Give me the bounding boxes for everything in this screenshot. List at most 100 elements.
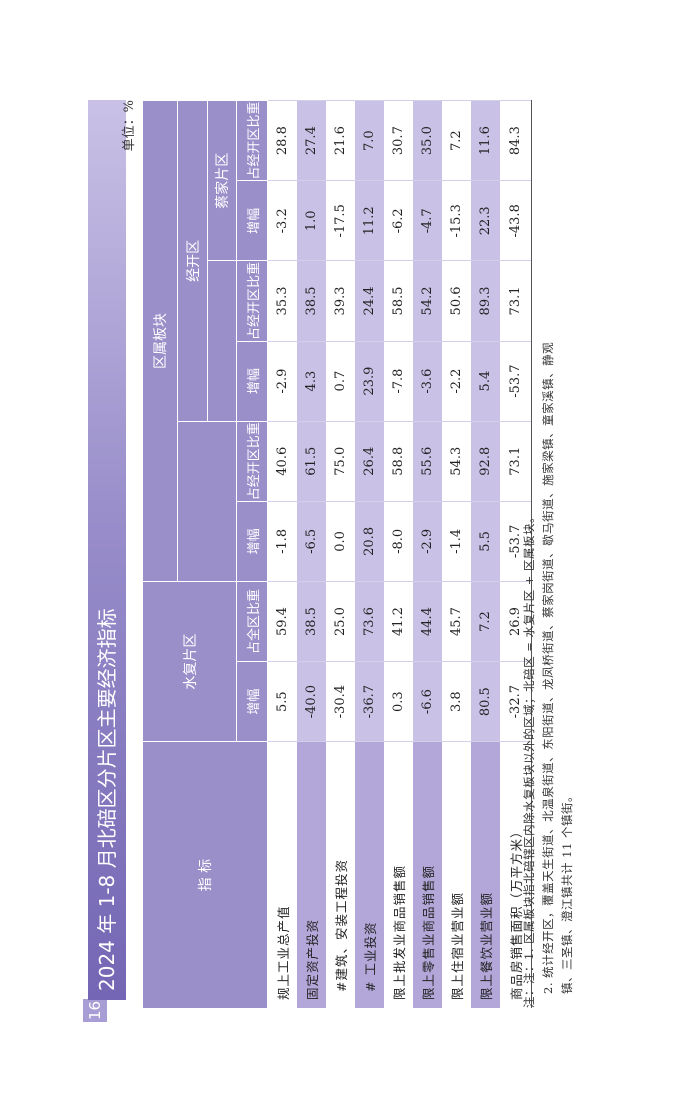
footnotes: 注：注：1. 区属板块指北碚辖区内除水复板块以外的区域；北碚区 = 水复片区 +…: [520, 100, 577, 1008]
table-cell: 27.4: [297, 100, 326, 181]
table-cell: -36.7: [355, 661, 384, 742]
table-cell: 7.2: [442, 100, 471, 181]
table-cell: 25.0: [326, 581, 355, 662]
table-cell: 30.7: [384, 100, 413, 181]
header-growth: 增幅: [236, 341, 268, 422]
table-cell: 0.7: [326, 341, 355, 422]
table-cell: 0.0: [326, 501, 355, 582]
table-cell: 38.5: [297, 581, 326, 662]
table-row: #建筑、安装工程投资 -30.4 25.0 0.0 75.0 0.7 39.3 …: [326, 100, 355, 1008]
table-cell: 38.5: [297, 260, 326, 342]
row-label: 限上批发业商品销售额: [384, 741, 413, 1008]
header-qushu: 区属板块: [143, 100, 178, 582]
table-row: 限上零售业商品销售额 -6.6 44.4 -2.9 55.6 -3.6 54.2…: [413, 100, 442, 1008]
header-growth: 增幅: [236, 180, 268, 261]
table-cell: -30.4: [326, 661, 355, 742]
table-cell: -4.7: [413, 180, 442, 261]
table-cell: -1.4: [442, 501, 471, 582]
table-cell: 24.4: [355, 260, 384, 342]
table-cell: 1.0: [297, 180, 326, 261]
footnote-2: 2. 统计经开区，覆盖天生街道、北温泉街道、东阳街道、龙凤桥街道、蔡家岗街道、歇…: [541, 341, 555, 994]
table-cell: -3.2: [267, 180, 297, 261]
table-cell: 50.6: [442, 260, 471, 342]
table-cell: 39.3: [326, 260, 355, 342]
footnote-2-cont: 镇、三圣镇、澄江镇共计 11 个镇街。: [560, 790, 574, 994]
table-cell: 11.6: [471, 100, 500, 181]
table-cell: -40.0: [297, 661, 326, 742]
indicator-table: 指 标 水复片区 区属板块 经开区 蔡家片区 增幅 占全区比重 增幅 占经开区比…: [143, 100, 532, 1008]
table-cell: 28.8: [267, 100, 297, 181]
table-cell: 22.3: [471, 180, 500, 261]
header-jingkai-spacer: [207, 260, 237, 422]
header-indicator: 指 标: [143, 741, 268, 1008]
header-growth: 增幅: [236, 501, 268, 582]
table-cell: 41.2: [384, 581, 413, 662]
table-row: 固定资产投资 -40.0 38.5 -6.5 61.5 4.3 38.5 1.0…: [297, 100, 326, 1008]
table-cell: 54.2: [413, 260, 442, 342]
table-cell: 3.8: [442, 661, 471, 742]
row-label: 固定资产投资: [297, 741, 326, 1008]
table-cell: -2.9: [413, 501, 442, 582]
table-cell: 21.6: [326, 100, 355, 181]
table-cell: -6.6: [413, 661, 442, 742]
page-title: 2024 年 1-8 月北碚区分片区主要经济指标: [88, 100, 126, 1000]
row-label: 限上餐饮业营业额: [471, 741, 500, 1008]
table-row: 规上工业总产值 5.5 59.4 -1.8 40.6 -2.9 35.3 -3.…: [267, 100, 297, 1008]
header-growth: 增幅: [236, 661, 268, 742]
table-cell: 59.4: [267, 581, 297, 662]
header-share-zone: 占经开区比重: [236, 100, 268, 181]
table-row: 限上餐饮业营业额 80.5 7.2 5.5 92.8 5.4 89.3 22.3…: [471, 100, 500, 1008]
table-cell: 11.2: [355, 180, 384, 261]
table-cell: 0.3: [384, 661, 413, 742]
table-cell: 5.5: [471, 501, 500, 582]
table-cell: 4.3: [297, 341, 326, 422]
table-cell: 80.5: [471, 661, 500, 742]
table-cell: 7.0: [355, 100, 384, 181]
page-number: 16: [83, 999, 107, 1022]
table-row: 限上批发业商品销售额 0.3 41.2 -8.0 58.8 -7.8 58.5 …: [384, 100, 413, 1008]
table-cell: 92.8: [471, 421, 500, 502]
table-cell: 55.6: [413, 421, 442, 502]
header-qushu-spacer: [177, 421, 237, 582]
table-cell: 54.3: [442, 421, 471, 502]
table-cell: -2.9: [267, 341, 297, 422]
table-cell: 35.3: [267, 260, 297, 342]
row-label: 规上工业总产值: [267, 741, 297, 1008]
table-cell: -7.8: [384, 341, 413, 422]
table-cell: 58.8: [384, 421, 413, 502]
table-cell: -1.8: [267, 501, 297, 582]
table-cell: 35.0: [413, 100, 442, 181]
table-cell: -6.5: [297, 501, 326, 582]
table-cell: 5.5: [267, 661, 297, 742]
row-label: #建筑、安装工程投资: [326, 741, 355, 1008]
header-share-district: 占全区比重: [236, 581, 268, 662]
table-cell: -6.2: [384, 180, 413, 261]
table-cell: 45.7: [442, 581, 471, 662]
table-cell: 40.6: [267, 421, 297, 502]
table-cell: 20.8: [355, 501, 384, 582]
header-share-zone: 占经开区比重: [236, 260, 268, 342]
table-cell: 58.5: [384, 260, 413, 342]
header-jingkai: 经开区: [177, 100, 208, 422]
table-cell: -17.5: [326, 180, 355, 261]
table-cell: 5.4: [471, 341, 500, 422]
header-caijia: 蔡家片区: [207, 100, 237, 261]
footnote-1: 注：注：1. 区属板块指北碚辖区内除水复板块以外的区域；北碚区 = 水复片区 +…: [522, 510, 536, 1008]
row-label: # 工业投资: [355, 741, 384, 1008]
row-label: 限上住宿业营业额: [442, 741, 471, 1008]
header-share-zone: 占经开区比重: [236, 421, 268, 502]
unit-label: 单位：%: [122, 100, 137, 152]
table-cell: 73.6: [355, 581, 384, 662]
row-label: 限上零售业商品销售额: [413, 741, 442, 1008]
table-cell: 61.5: [297, 421, 326, 502]
table-cell: 23.9: [355, 341, 384, 422]
header-shuifu: 水复片区: [143, 581, 237, 742]
table-row: 限上住宿业营业额 3.8 45.7 -1.4 54.3 -2.2 50.6 -1…: [442, 100, 471, 1008]
table-cell: -2.2: [442, 341, 471, 422]
table-cell: 75.0: [326, 421, 355, 502]
table-cell: -3.6: [413, 341, 442, 422]
table-cell: -15.3: [442, 180, 471, 261]
table-cell: 7.2: [471, 581, 500, 662]
table-cell: -8.0: [384, 501, 413, 582]
